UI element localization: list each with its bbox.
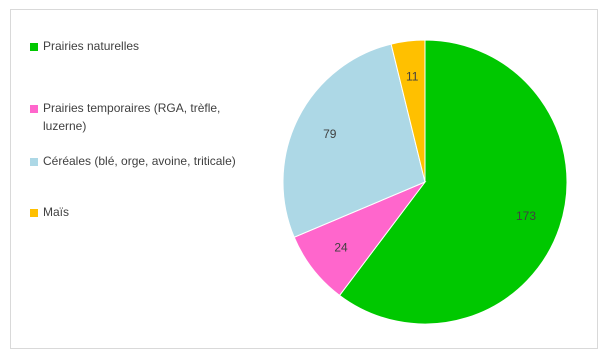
legend-item-prairies-naturelles: Prairies naturelles: [30, 39, 140, 55]
legend-label: Prairies temporaires (RGA, trèfle, luzer…: [43, 101, 221, 133]
legend-swatch: [30, 209, 38, 217]
pie-slice-3: [390, 39, 426, 183]
data-label-1: 24: [334, 241, 348, 255]
legend-label: Prairies naturelles: [43, 39, 140, 53]
legend-swatch: [30, 158, 38, 166]
pie-slice-2: [282, 43, 426, 238]
data-label-3: 11: [406, 69, 419, 83]
legend-item-mais: Maïs: [30, 205, 70, 221]
data-label-0: 173: [516, 209, 536, 223]
legend-item-prairies-temporaires: Prairies temporaires (RGA, trèfle, luzer…: [30, 101, 260, 135]
legend-swatch: [30, 43, 38, 51]
pie-slice-0: [338, 39, 568, 325]
legend-item-cereales: Céréales (blé, orge, avoine, triticale): [30, 154, 236, 170]
data-label-2: 79: [323, 127, 337, 141]
legend-swatch: [30, 105, 38, 113]
legend-label: Céréales (blé, orge, avoine, triticale): [43, 154, 236, 168]
legend-label: Maïs: [43, 205, 70, 219]
